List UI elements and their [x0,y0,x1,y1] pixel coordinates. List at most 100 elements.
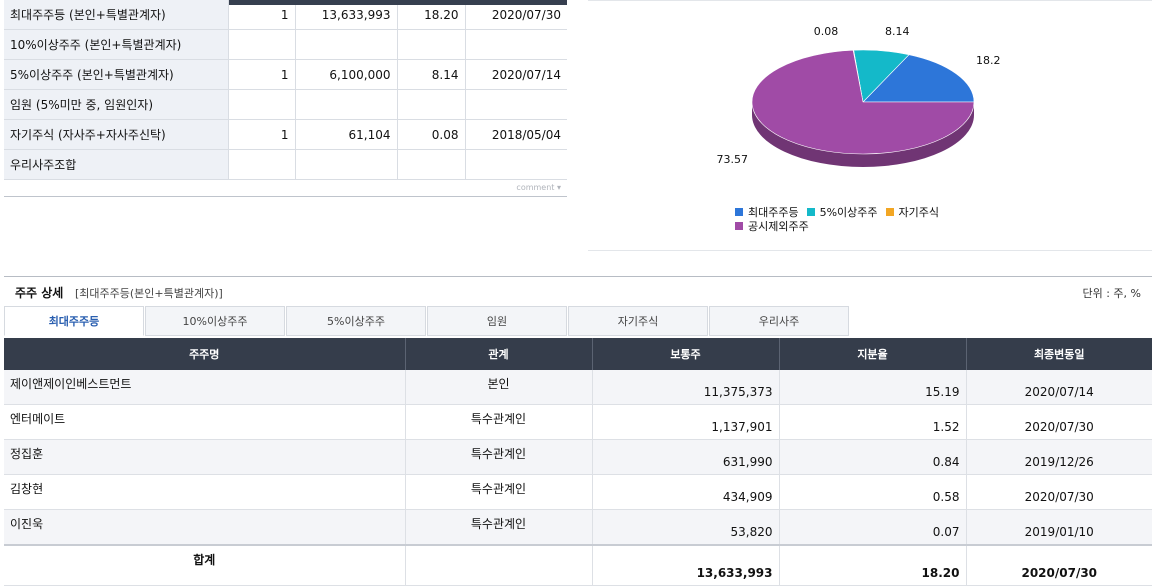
ratio-cell: 1.52 [779,404,967,440]
summary-date: 2020/07/14 [465,59,567,90]
column-header[interactable]: 보통주 [592,338,780,370]
pie-value-label: 8.14 [885,25,910,38]
pie-side [752,102,974,167]
shares-cell: 434,909 [592,474,780,510]
legend-swatch [735,208,743,216]
total-row: 합계 13,633,993 18.20 2020/07/30 [4,544,1152,586]
summary-ratio [397,149,466,180]
legend-item[interactable]: 최대주주등 [735,206,799,220]
summary-label: 임원 (5%미만 중, 임원인자) [4,89,229,120]
column-header[interactable]: 최종변동일 [966,338,1152,370]
tab-3[interactable]: 5%이상주주 [286,306,426,336]
relation-cell: 본인 [405,370,593,405]
summary-shares [295,89,398,120]
shareholder-name: 엔터메이트 [4,404,406,440]
total-shares: 13,633,993 [592,544,780,586]
pie-value-label: 0.08 [814,25,839,38]
relation-cell: 특수관계인 [405,509,593,546]
summary-row: 자기주식 (자사주+자사주신탁) 1 61,104 0.08 2018/05/04 [4,119,567,150]
total-date: 2020/07/30 [966,544,1152,586]
total-label: 합계 [4,544,406,586]
ratio-cell: 15.19 [779,370,967,405]
summary-date: 2018/05/04 [465,119,567,150]
summary-shares [295,149,398,180]
relation-cell: 특수관계인 [405,474,593,510]
legend-item[interactable]: 5%이상주주 [806,206,878,220]
summary-date [465,149,567,180]
table-row: 이진욱 특수관계인 53,820 0.07 2019/01/10 [4,509,1152,546]
summary-label: 최대주주등 (본인+특별관계자) [4,0,229,30]
summary-ratio [397,29,466,60]
date-cell: 2020/07/30 [966,474,1152,510]
shareholder-name: 제이앤제이인베스트먼트 [4,370,406,405]
legend-label: 5%이상주주 [819,206,878,219]
summary-count: 1 [228,119,296,150]
summary-ratio [397,89,466,120]
summary-row: 5%이상주주 (본인+특별관계자) 1 6,100,000 8.14 2020/07/1… [4,59,567,90]
table-row: 김창현 특수관계인 434,909 0.58 2020/07/30 [4,474,1152,510]
pie-value-label: 73.57 [717,153,749,166]
tab-4[interactable]: 임원 [427,306,567,336]
legend-label: 공시제외주주 [748,220,809,233]
shareholder-name: 김창현 [4,474,406,510]
tab-5[interactable]: 자기주식 [568,306,708,336]
summary-label: 우리사주조합 [4,149,229,180]
tab-1[interactable]: 최대주주등 [4,306,144,336]
tab-2[interactable]: 10%이상주주 [145,306,285,336]
legend-swatch [735,222,743,230]
summary-table: 최대주주등 (본인+특별관계자) 1 13,633,993 18.20 2020/07/… [4,0,567,180]
date-cell: 2020/07/14 [966,370,1152,405]
summary-row: 10%이상주주 (본인+특별관계자) [4,29,567,60]
pie-chart-panel: 18.2 8.14 0.08 73.57 최대주주등 5%이상주주 자기주식 공시제외주주 [588,0,1152,251]
detail-title: 주주 상세 [15,286,64,300]
unit-label: 단위 : 주, % [1082,287,1141,300]
relation-cell: 특수관계인 [405,439,593,475]
pie-slice[interactable] [862,54,975,103]
summary-row: 우리사주조합 [4,149,567,180]
total-ratio: 18.20 [779,544,967,586]
table-row: 제이앤제이인베스트먼트 본인 11,375,373 15.19 2020/07/14 [4,370,1152,405]
summary-header-bar [229,0,567,5]
date-cell: 2019/01/10 [966,509,1152,546]
column-header[interactable]: 관계 [405,338,593,370]
summary-count: 1 [228,59,296,90]
summary-count [228,29,296,60]
summary-shares [295,29,398,60]
summary-ratio: 8.14 [397,59,466,90]
shares-cell: 53,820 [592,509,780,546]
legend-swatch [806,208,815,216]
shares-cell: 1,137,901 [592,404,780,440]
legend-item[interactable]: 공시제외주주 [735,220,809,234]
summary-label: 자기주식 (자사주+자사주신탁) [4,119,229,150]
legend-label: 최대주주등 [748,206,799,219]
ratio-cell: 0.58 [779,474,967,510]
summary-count [228,149,296,180]
date-cell: 2020/07/30 [966,404,1152,440]
legend-item[interactable]: 자기주식 [885,206,940,220]
tab-6[interactable]: 우리사주 [709,306,849,336]
summary-label: 10%이상주주 (본인+특별관계자) [4,29,229,60]
summary-row: 임원 (5%미만 중, 임원인자) [4,89,567,120]
comment-toggle[interactable]: comment ▾ [4,180,567,197]
date-cell: 2019/12/26 [966,439,1152,475]
ratio-cell: 0.84 [779,439,967,475]
table-row: 엔터메이트 특수관계인 1,137,901 1.52 2020/07/30 [4,404,1152,440]
legend-swatch [885,208,894,216]
table-row: 정집훈 특수관계인 631,990 0.84 2019/12/26 [4,439,1152,475]
pie-chart: 18.2 8.14 0.08 73.57 [717,25,1001,167]
column-header[interactable]: 주주명 [4,338,406,370]
legend-label: 자기주식 [898,206,940,219]
shareholder-name: 정집훈 [4,439,406,475]
shareholder-name: 이진욱 [4,509,406,546]
summary-shares: 6,100,000 [295,59,398,90]
relation-cell: 특수관계인 [405,404,593,440]
shareholder-detail-table: 주주명 관계 보통주 지분율 최종변동일 제이앤제이인베스트먼트 본인 11,375,373… [4,338,1152,586]
summary-date [465,89,567,120]
summary-label: 5%이상주주 (본인+특별관계자) [4,59,229,90]
summary-shares: 61,104 [295,119,398,150]
pie-slice[interactable] [751,49,975,155]
summary-date [465,29,567,60]
column-header[interactable]: 지분율 [779,338,967,370]
summary-ratio: 0.08 [397,119,466,150]
